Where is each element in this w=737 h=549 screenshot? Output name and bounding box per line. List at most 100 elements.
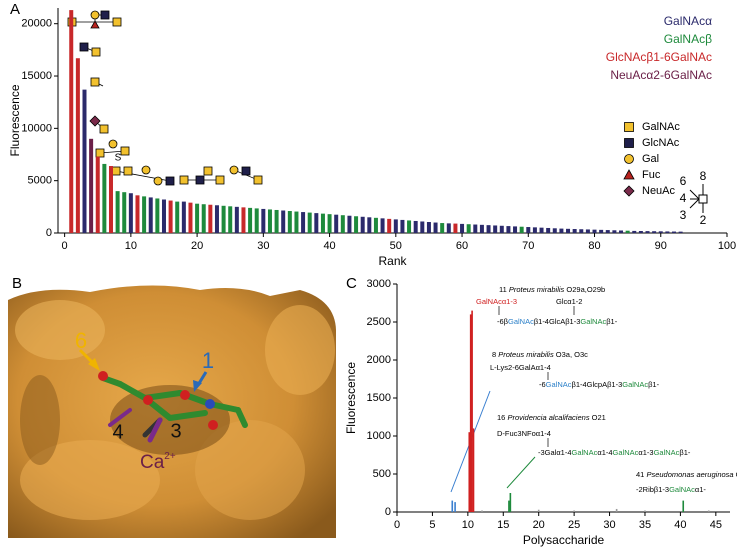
- legend-symbol: [624, 138, 634, 148]
- x-tick-label: 20: [533, 519, 545, 531]
- bar: [506, 226, 511, 233]
- bar: [619, 230, 624, 233]
- annotation-text: 16: [497, 413, 507, 422]
- annotation-text: O21: [590, 413, 606, 422]
- bar: [267, 209, 272, 233]
- panel-label: A: [10, 1, 20, 18]
- y-tick-label: 20000: [21, 18, 52, 30]
- bar: [532, 227, 537, 233]
- bar: [499, 225, 504, 233]
- sulfate-label: S: [115, 153, 122, 164]
- legend-symbol: [623, 169, 635, 180]
- x-tick-label: 25: [568, 519, 580, 531]
- legend-entry: NeuAcα2-6GalNAc: [610, 68, 712, 82]
- bar: [354, 216, 359, 233]
- bar: [168, 200, 173, 233]
- x-tick-label: 45: [710, 519, 722, 531]
- bar: [175, 201, 180, 233]
- annotation-text: GalNAc: [654, 448, 680, 457]
- bar: [69, 10, 74, 234]
- annotation-line: 11 Proteus mirabilis O29a,O29b: [499, 285, 605, 294]
- annotation-text: β1-: [606, 317, 617, 326]
- x-tick-label: 10: [125, 240, 137, 252]
- bar: [481, 510, 483, 512]
- bar: [115, 191, 120, 233]
- x-tick-label: 90: [655, 240, 667, 252]
- y-tick-label: 10000: [21, 122, 52, 134]
- atom-label: 1: [202, 348, 214, 373]
- bar: [486, 225, 491, 233]
- bar: [468, 432, 471, 512]
- surface-image: [8, 285, 336, 538]
- y-tick-label: 0: [46, 227, 52, 239]
- bar: [592, 229, 597, 233]
- orientation-label: 3: [680, 208, 687, 222]
- bar: [539, 227, 544, 233]
- legend-label: NeuAc: [642, 185, 676, 197]
- bar: [221, 205, 226, 233]
- bar: [645, 231, 650, 233]
- bar: [513, 226, 518, 233]
- x-axis-title: Polysaccharide: [523, 533, 605, 547]
- legend-entry: GalNAcα: [664, 14, 712, 28]
- y-tick-label: 2000: [367, 354, 391, 366]
- bar: [599, 229, 604, 233]
- annotation-text: GalNAc: [622, 380, 648, 389]
- bar: [559, 228, 564, 233]
- annotation-text: L-Lys2-6GalAα1-4: [490, 363, 551, 372]
- annotation-text: -2Ribβ1-3: [636, 485, 669, 494]
- bar: [234, 206, 239, 233]
- legend-symbol: [623, 185, 635, 197]
- bar: [155, 198, 160, 233]
- bar: [552, 228, 557, 233]
- bar: [519, 226, 524, 233]
- bar: [420, 221, 425, 233]
- bar: [612, 230, 617, 233]
- bar: [254, 208, 259, 233]
- bar: [360, 216, 365, 233]
- bar: [632, 230, 637, 233]
- x-tick-label: 15: [497, 519, 509, 531]
- bar: [451, 500, 454, 512]
- bar: [579, 229, 584, 233]
- annotation-text: β1-4GlcAβ1-3: [534, 317, 581, 326]
- bar: [473, 224, 478, 233]
- bar: [453, 223, 458, 233]
- bar: [658, 231, 663, 233]
- bar: [347, 215, 352, 233]
- bar: [294, 211, 299, 233]
- panel-label: B: [12, 275, 22, 292]
- bar: [493, 225, 498, 233]
- annotation-text: GalNAcα1-3: [476, 297, 517, 306]
- annotation-text: O3a, O3c: [554, 350, 588, 359]
- annotation-text: 8: [492, 350, 498, 359]
- annotation-text: α1-: [695, 485, 707, 494]
- bar: [537, 509, 540, 512]
- bar: [340, 215, 345, 233]
- annotation-text: O29a,O29b: [564, 285, 605, 294]
- bar: [373, 217, 378, 233]
- bar: [135, 195, 140, 233]
- bar: [274, 209, 279, 233]
- annotation-text: GalNAc: [580, 317, 606, 326]
- bar: [454, 502, 456, 512]
- x-axis-title: Rank: [378, 254, 407, 268]
- bar: [471, 310, 473, 512]
- annotation-text: -3Galα1-4: [538, 448, 572, 457]
- bar: [214, 205, 219, 233]
- x-tick-label: 60: [456, 240, 468, 252]
- bar: [615, 508, 618, 512]
- orientation-label: 2: [700, 213, 707, 227]
- x-tick-label: 20: [191, 240, 203, 252]
- annotation-line: -6GalNAcβ1-4GlcpAβ1-3GalNAcβ1-: [539, 380, 660, 389]
- bar: [327, 214, 332, 233]
- bar: [108, 166, 113, 233]
- bar: [433, 222, 438, 233]
- bar: [546, 227, 551, 233]
- annotation-text: GalNAc: [508, 317, 534, 326]
- annotation-text: Glcα1-2: [556, 297, 582, 306]
- bar: [142, 196, 147, 233]
- bar: [287, 211, 292, 233]
- x-tick-label: 50: [390, 240, 402, 252]
- bar: [148, 197, 153, 233]
